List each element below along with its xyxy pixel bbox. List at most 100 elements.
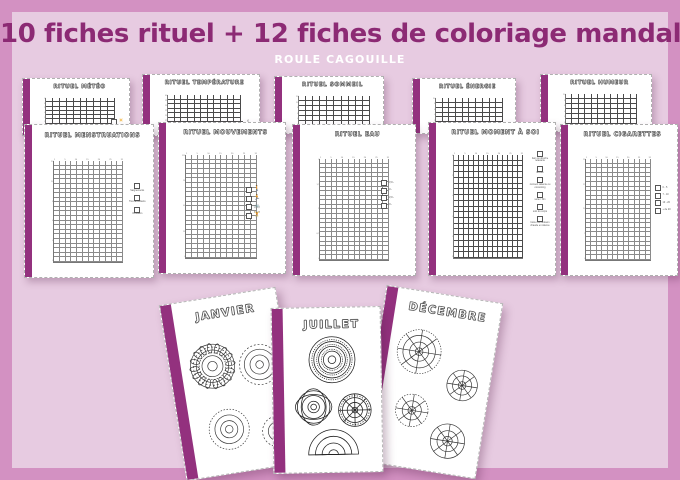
- grid-cell[interactable]: [348, 237, 355, 242]
- grid-cell[interactable]: [591, 200, 597, 205]
- grid-cell[interactable]: [613, 163, 619, 169]
- grid-cell[interactable]: [503, 195, 509, 201]
- grid-cell[interactable]: [299, 96, 307, 101]
- grid-cell[interactable]: [245, 253, 252, 258]
- grid-cell[interactable]: [203, 197, 210, 202]
- grid-cell[interactable]: [306, 116, 314, 121]
- grid-cell[interactable]: [518, 195, 523, 201]
- grid-cell[interactable]: [221, 155, 228, 160]
- grid-cell[interactable]: [251, 169, 257, 174]
- grid-cell[interactable]: [640, 237, 646, 242]
- grid-cell[interactable]: [454, 246, 459, 253]
- grid-cell[interactable]: [473, 212, 479, 218]
- grid-cell[interactable]: [334, 106, 342, 111]
- grid-cell[interactable]: [251, 173, 257, 179]
- grid-cell[interactable]: [191, 192, 198, 198]
- grid-cell[interactable]: [197, 192, 204, 198]
- grid-cell[interactable]: [618, 209, 624, 215]
- grid-cell[interactable]: [462, 107, 470, 113]
- grid-cell[interactable]: [215, 192, 222, 198]
- grid-cell[interactable]: [488, 223, 494, 230]
- grid-cell[interactable]: [203, 229, 210, 235]
- grid-cell[interactable]: [325, 250, 332, 256]
- grid-cell[interactable]: [366, 246, 372, 251]
- grid-cell[interactable]: [645, 218, 651, 224]
- grid-cell[interactable]: [227, 178, 234, 184]
- grid-cell[interactable]: [607, 214, 614, 219]
- grid-cell[interactable]: [586, 255, 592, 260]
- grid-cell[interactable]: [65, 229, 72, 235]
- grid-cell[interactable]: [488, 195, 494, 201]
- grid-cell[interactable]: [630, 119, 637, 124]
- grid-cell[interactable]: [463, 160, 469, 167]
- grid-cell[interactable]: [488, 246, 494, 253]
- grid-cell[interactable]: [54, 206, 60, 212]
- grid-cell[interactable]: [191, 155, 198, 160]
- grid-cell[interactable]: [306, 96, 314, 101]
- grid-cell[interactable]: [101, 110, 109, 116]
- grid-cell[interactable]: [227, 117, 235, 123]
- grid-cell[interactable]: [221, 117, 228, 123]
- grid-cell[interactable]: [65, 257, 72, 262]
- grid-cell[interactable]: [215, 201, 222, 207]
- grid-cell[interactable]: [624, 114, 631, 119]
- grid-cell[interactable]: [598, 99, 605, 104]
- grid-cell[interactable]: [117, 216, 123, 221]
- grid-cell[interactable]: [80, 115, 88, 120]
- grid-cell[interactable]: [458, 160, 464, 167]
- grid-cell[interactable]: [354, 191, 361, 196]
- grid-cell[interactable]: [65, 248, 72, 253]
- grid-cell[interactable]: [645, 168, 651, 173]
- grid-cell[interactable]: [343, 172, 349, 178]
- grid-cell[interactable]: [88, 252, 95, 258]
- grid-cell[interactable]: [54, 170, 60, 175]
- grid-cell[interactable]: [94, 179, 100, 184]
- grid-cell[interactable]: [325, 209, 332, 215]
- grid-cell[interactable]: [518, 235, 523, 241]
- grid-cell[interactable]: [111, 165, 118, 171]
- grid-cell[interactable]: [371, 246, 378, 251]
- grid-cell[interactable]: [458, 217, 464, 224]
- grid-cell[interactable]: [442, 117, 450, 123]
- grid-cell[interactable]: [377, 177, 384, 182]
- grid-cell[interactable]: [100, 248, 106, 253]
- grid-cell[interactable]: [383, 250, 389, 256]
- grid-cell[interactable]: [493, 235, 499, 241]
- grid-cell[interactable]: [94, 248, 100, 253]
- grid-cell[interactable]: [71, 170, 77, 175]
- grid-cell[interactable]: [634, 209, 641, 215]
- grid-cell[interactable]: [629, 181, 635, 187]
- grid-cell[interactable]: [596, 172, 603, 178]
- grid-cell[interactable]: [508, 235, 514, 241]
- grid-cell[interactable]: [645, 250, 651, 256]
- grid-cell[interactable]: [341, 96, 349, 101]
- grid-cell[interactable]: [596, 246, 603, 251]
- grid-cell[interactable]: [645, 204, 651, 210]
- grid-cell[interactable]: [508, 206, 514, 213]
- grid-cell[interactable]: [613, 227, 619, 233]
- grid-cell[interactable]: [59, 202, 66, 207]
- grid-cell[interactable]: [607, 195, 614, 201]
- grid-cell[interactable]: [366, 191, 372, 196]
- grid-cell[interactable]: [468, 160, 474, 167]
- grid-cell[interactable]: [586, 191, 592, 196]
- grid-cell[interactable]: [251, 192, 257, 198]
- grid-cell[interactable]: [476, 112, 483, 118]
- grid-cell[interactable]: [94, 115, 102, 120]
- grid-cell[interactable]: [586, 204, 592, 210]
- grid-cell[interactable]: [498, 229, 504, 236]
- grid-cell[interactable]: [54, 239, 60, 244]
- grid-cell[interactable]: [343, 181, 349, 187]
- grid-cell[interactable]: [586, 214, 592, 219]
- grid-cell[interactable]: [80, 119, 88, 124]
- grid-cell[interactable]: [191, 220, 198, 226]
- grid-cell[interactable]: [503, 177, 509, 184]
- grid-cell[interactable]: [462, 98, 470, 103]
- grid-cell[interactable]: [498, 183, 504, 190]
- grid-cell[interactable]: [100, 216, 106, 221]
- grid-cell[interactable]: [65, 216, 72, 221]
- grid-cell[interactable]: [618, 232, 624, 238]
- grid-cell[interactable]: [348, 209, 355, 215]
- checkbox-icon[interactable]: [246, 212, 252, 219]
- grid-cell[interactable]: [478, 246, 484, 253]
